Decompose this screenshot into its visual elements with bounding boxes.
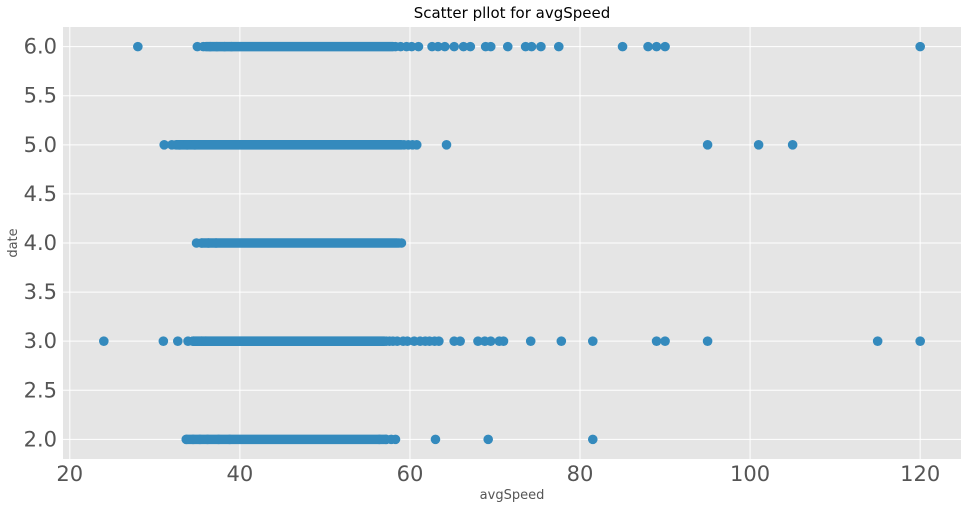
data-point (433, 41, 443, 52)
data-point (198, 41, 209, 52)
data-point (753, 140, 764, 150)
data-point (406, 41, 417, 52)
data-point (702, 140, 713, 150)
data-point (402, 336, 413, 346)
data-point (374, 434, 385, 445)
chart-title: Scatter pllot for avgSpeed (414, 4, 611, 22)
data-point (434, 336, 444, 346)
series-date-3 (99, 336, 925, 346)
series-date-6 (133, 41, 925, 52)
data-point (498, 336, 509, 346)
data-point (536, 41, 546, 52)
data-point (203, 238, 214, 248)
y-tick-label: 3.5 (24, 280, 57, 304)
data-point (188, 434, 198, 445)
data-point (158, 336, 169, 346)
data-point (440, 41, 450, 52)
data-point (211, 238, 221, 248)
data-point (651, 41, 662, 52)
data-markers (99, 41, 925, 445)
y-tick-label: 4.5 (24, 182, 57, 206)
data-point (173, 336, 183, 346)
data-point (660, 41, 670, 52)
series-date-2 (181, 434, 598, 445)
data-point (502, 41, 513, 52)
data-point (587, 336, 598, 346)
data-point (525, 336, 536, 346)
data-point (201, 336, 211, 346)
data-point (787, 140, 798, 150)
data-point (413, 41, 424, 52)
data-point (441, 140, 452, 150)
data-point (195, 434, 205, 445)
data-point (660, 336, 670, 346)
data-point (133, 41, 143, 52)
data-point (553, 41, 564, 52)
data-point (643, 41, 653, 52)
data-point (226, 41, 237, 52)
y-tick-label: 5.5 (24, 84, 57, 108)
data-point (174, 140, 185, 150)
y-tick-label: 5.0 (24, 133, 57, 157)
data-point (556, 336, 567, 346)
series-date-4 (191, 238, 407, 248)
data-point (702, 336, 713, 346)
data-point (473, 336, 483, 346)
data-point (212, 41, 222, 52)
data-point (526, 41, 537, 52)
data-point (651, 336, 662, 346)
data-point (617, 41, 628, 52)
y-axis-label: date (6, 228, 21, 257)
data-point (213, 434, 224, 445)
x-tick-label: 20 (56, 462, 83, 486)
data-point (915, 41, 925, 52)
data-point (188, 336, 198, 346)
x-tick-label: 80 (567, 462, 594, 486)
data-point (485, 336, 496, 346)
data-point (181, 434, 192, 445)
data-point (455, 336, 465, 346)
tick-labels: 20 40 60 80 100 120 2.0 2.5 3.0 3.5 4.0 4.5 5.0 5.5 6.… (24, 35, 941, 486)
data-point (483, 434, 493, 445)
data-point (196, 238, 207, 248)
data-point (872, 336, 883, 346)
y-tick-label: 4.0 (24, 231, 57, 255)
data-point (465, 41, 476, 52)
data-point (485, 41, 496, 52)
y-tick-label: 3.0 (24, 329, 57, 353)
data-point (182, 140, 192, 150)
data-point (219, 41, 230, 52)
data-point (411, 140, 422, 150)
series-date-5 (159, 140, 798, 150)
x-tick-label: 60 (397, 462, 424, 486)
data-point (430, 434, 441, 445)
data-point (167, 140, 177, 150)
data-point (915, 336, 925, 346)
data-point (390, 434, 401, 445)
x-tick-label: 40 (227, 462, 254, 486)
data-point (449, 41, 459, 52)
y-tick-label: 6.0 (24, 35, 57, 59)
data-point (202, 434, 213, 445)
x-axis-label: avgSpeed (480, 488, 545, 503)
data-point (205, 41, 215, 52)
data-point (587, 434, 598, 445)
data-point (396, 238, 407, 248)
data-point (224, 434, 235, 445)
y-tick-label: 2.0 (24, 427, 57, 451)
data-point (159, 140, 169, 150)
x-tick-label: 120 (900, 462, 940, 486)
data-point (458, 41, 469, 52)
data-point (99, 336, 109, 346)
x-tick-label: 100 (730, 462, 770, 486)
data-point (190, 140, 200, 150)
y-tick-label: 2.5 (24, 378, 57, 402)
